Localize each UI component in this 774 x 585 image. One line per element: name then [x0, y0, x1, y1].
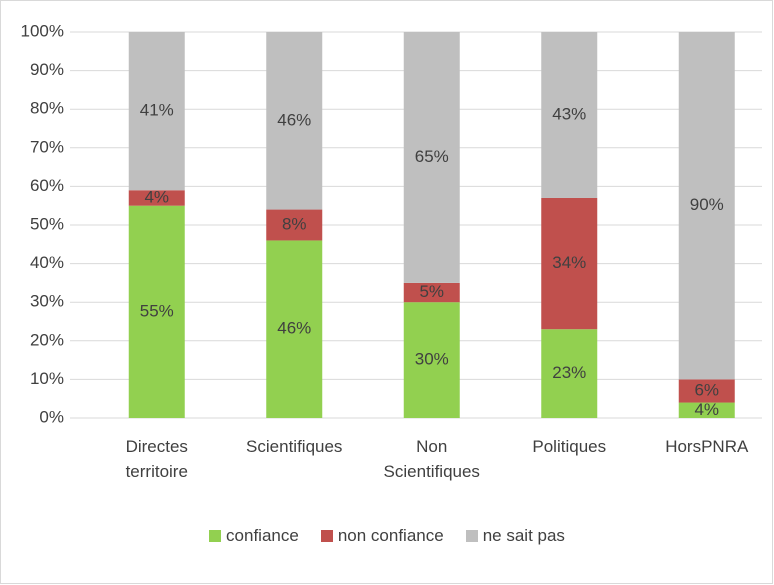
legend-label: non confiance: [337, 526, 444, 545]
y-tick-label: 60%: [30, 176, 64, 195]
data-label: 30%: [415, 350, 449, 369]
legend: confiance non confiance ne sait pas: [0, 526, 774, 546]
bar-segment: [678, 379, 735, 403]
bar-segment: [541, 329, 598, 418]
legend-swatch: [209, 530, 222, 542]
y-tick-label: 100%: [21, 21, 64, 40]
y-tick-label: 0%: [39, 407, 64, 426]
y-tick-label: 10%: [30, 369, 64, 388]
data-label: 6%: [694, 380, 719, 399]
x-tick-label: Directes territoire: [125, 437, 188, 481]
data-label: 23%: [552, 363, 586, 382]
y-tick-label: 50%: [30, 214, 64, 233]
legend-item: non confiance: [320, 526, 444, 546]
legend-item: confiance: [209, 526, 299, 546]
bar-segment: [403, 302, 460, 418]
data-label: 43%: [552, 104, 586, 123]
x-tick-label: Non Scientifiques: [383, 437, 480, 481]
y-tick-label: 80%: [30, 99, 64, 118]
data-label: 4%: [694, 400, 719, 419]
legend-label: confiance: [226, 526, 299, 545]
y-tick-label: 30%: [30, 292, 64, 311]
bar-segment: [678, 32, 735, 380]
y-tick-label: 20%: [30, 330, 64, 349]
data-label: 90%: [690, 195, 724, 214]
y-tick-label: 90%: [30, 60, 64, 79]
bar-segment: [541, 32, 598, 198]
legend-item: ne sait pas: [465, 526, 565, 546]
bar-segment: [266, 209, 323, 241]
bar-segment: [266, 32, 323, 210]
data-label: 34%: [552, 253, 586, 272]
data-label: 8%: [282, 214, 307, 233]
legend-swatch: [465, 530, 478, 542]
legend-label: ne sait pas: [482, 526, 565, 545]
data-label: 4%: [144, 187, 169, 206]
data-label: 46%: [277, 319, 311, 338]
data-label: 46%: [277, 110, 311, 129]
bar-segment: [128, 32, 185, 191]
bar-segment: [541, 197, 598, 330]
bar-segment: [678, 402, 735, 418]
bar-segment: [266, 240, 323, 418]
data-label: 65%: [415, 147, 449, 166]
x-tick-label: Politiques: [532, 437, 607, 456]
bar-segment: [128, 190, 185, 206]
y-tick-label: 70%: [30, 137, 64, 156]
legend-swatch: [320, 530, 333, 542]
data-label: 55%: [140, 301, 174, 320]
x-tick-label: HorsPNRA: [665, 437, 749, 456]
y-tick-label: 40%: [30, 253, 64, 272]
bar-segment: [128, 205, 185, 418]
bar-segment: [403, 282, 460, 303]
data-label: 5%: [419, 282, 444, 301]
x-tick-label: Scientifiques: [246, 437, 343, 456]
data-label: 41%: [140, 101, 174, 120]
bar-segment: [403, 32, 460, 283]
